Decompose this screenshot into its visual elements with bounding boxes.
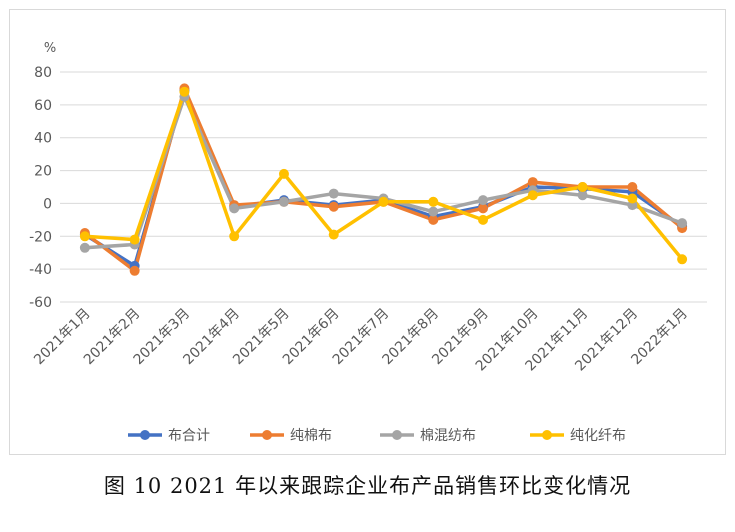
series-2-point: [428, 214, 439, 225]
series-4-point: [577, 182, 588, 192]
y-axis-ticks: 80 60 40 20 0 -20 -40 -60: [29, 65, 52, 311]
y-tick-label: 20: [34, 164, 52, 180]
series-2-point: [129, 265, 140, 276]
series-4-point: [478, 214, 489, 225]
series-2-point: [328, 201, 339, 212]
x-axis-ticks: 2021年1月2021年2月2021年3月2021年4月2021年5月2021年…: [31, 306, 691, 375]
legend-label: 布合计: [168, 428, 210, 444]
y-tick-label: 60: [34, 98, 52, 114]
series-2-point: [527, 177, 538, 188]
legend-swatch-marker: [542, 430, 552, 440]
legend-label: 纯棉布: [290, 427, 332, 444]
legend-item-3: 棉混纺布: [380, 427, 476, 444]
series-4-point: [328, 229, 339, 240]
y-axis-unit-label: %: [44, 41, 56, 56]
series-4-point: [627, 193, 638, 204]
series-4-point: [79, 231, 90, 242]
series-lines: [83, 86, 684, 273]
y-tick-label: -60: [29, 295, 52, 311]
series-4-point: [378, 196, 389, 207]
y-tick-label: 80: [34, 65, 52, 81]
legend-item-4: 纯化纤布: [530, 428, 626, 444]
series-4-point: [278, 168, 289, 179]
y-tick-label: 0: [43, 196, 52, 212]
series-4-point: [229, 231, 240, 242]
y-tick-label: 40: [34, 131, 52, 147]
series-3-point: [79, 242, 90, 253]
legend-label: 棉混纺布: [420, 427, 476, 444]
series-3-point: [677, 218, 688, 229]
series-4-point: [179, 86, 190, 97]
legend-swatch-marker: [392, 430, 402, 440]
legend: 布合计 纯棉布 棉混纺布 纯化纤布: [128, 427, 626, 444]
series-3-point: [428, 206, 439, 217]
y-tick-label: -20: [29, 229, 52, 245]
chart-frame: % 80 60 40 20 0 -20 -40 -60 2021年1月 2021年2月 2021年…: [9, 9, 726, 455]
line-chart: % 80 60 40 20 0 -20 -40 -60 2021年1月2021年2月2021年…: [29, 41, 707, 444]
series-3-point: [577, 190, 588, 201]
series-2-point: [627, 182, 638, 192]
legend-item-1: 布合计: [128, 428, 210, 444]
series-points: [79, 83, 688, 276]
series-4-point: [677, 254, 688, 265]
series-2-point: [478, 203, 489, 214]
series-4-point: [527, 190, 538, 201]
series-line-2: [83, 86, 684, 273]
series-3-point: [478, 195, 489, 206]
series-4-point: [129, 234, 140, 245]
y-tick-label: -40: [29, 262, 52, 278]
series-4-point: [428, 196, 439, 207]
series-3-point: [278, 196, 289, 207]
legend-label: 纯化纤布: [570, 428, 626, 444]
series-line-4: [83, 89, 684, 262]
legend-swatch-marker: [262, 430, 272, 440]
series-3-point: [229, 203, 240, 214]
series-3-point: [328, 188, 339, 199]
legend-swatch-marker: [140, 430, 150, 440]
legend-item-2: 纯棉布: [250, 427, 332, 444]
figure-caption: 图 10 2021 年以来跟踪企业布产品销售环比变化情况: [103, 474, 632, 498]
